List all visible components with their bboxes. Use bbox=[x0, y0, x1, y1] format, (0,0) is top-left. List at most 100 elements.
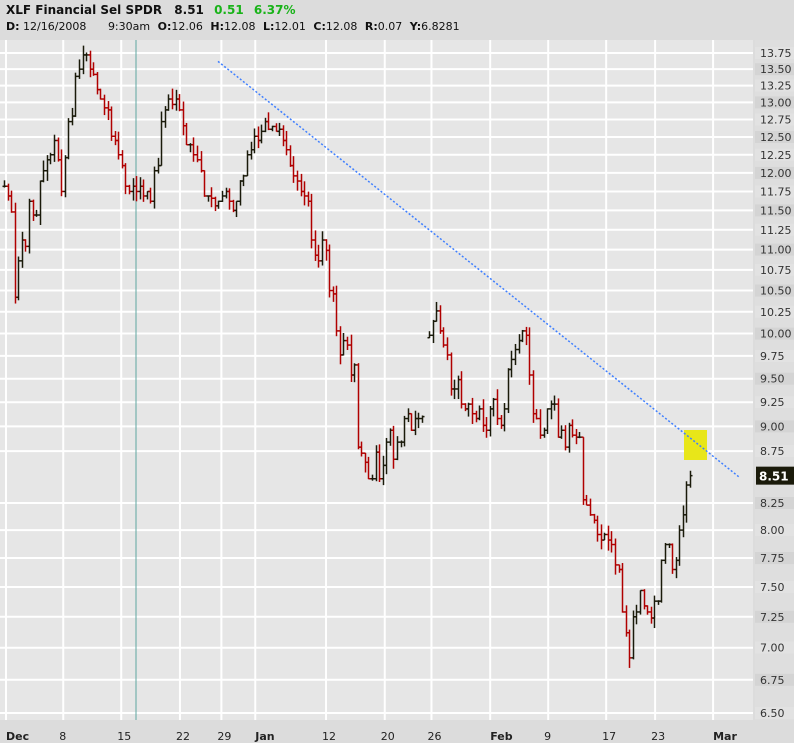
ohlc-bar bbox=[9, 190, 14, 213]
ohlc-bar bbox=[409, 412, 414, 432]
ohlc-bar bbox=[91, 62, 96, 76]
range-value: 0.07 bbox=[377, 20, 403, 33]
ohlc-bar bbox=[402, 415, 407, 447]
x-tick-label: 23 bbox=[651, 730, 665, 743]
ohlc-bar bbox=[427, 331, 432, 339]
y-tick-label: 7.75 bbox=[760, 552, 785, 565]
axis-stripe bbox=[755, 673, 794, 686]
y-tick-label: 8.00 bbox=[760, 524, 785, 537]
x-tick-label: Mar bbox=[713, 730, 737, 743]
ohlc-bar bbox=[377, 444, 382, 482]
axis-stripe bbox=[755, 327, 794, 340]
ohlc-bar bbox=[645, 605, 650, 615]
ohlc-bar bbox=[370, 474, 375, 481]
plot-area bbox=[0, 40, 753, 720]
y-tick-label: 9.50 bbox=[760, 373, 785, 386]
ohlc-bar bbox=[552, 395, 557, 411]
ohlc-bar bbox=[495, 389, 500, 426]
axis-stripe bbox=[755, 243, 794, 256]
ohlc-bar bbox=[652, 595, 657, 629]
axis-stripe bbox=[755, 113, 794, 126]
ohlc-bar bbox=[588, 498, 593, 516]
y-tick-label: 13.75 bbox=[760, 47, 792, 60]
ohlc-bar bbox=[209, 187, 214, 208]
ohlc-bar bbox=[302, 181, 307, 206]
ohlc-bar bbox=[570, 419, 575, 438]
y-tick-label: 10.50 bbox=[760, 285, 792, 298]
y-tick-label: 10.00 bbox=[760, 328, 792, 341]
ohlc-bar bbox=[441, 327, 446, 348]
y-tick-label: 8.25 bbox=[760, 497, 785, 510]
axis-stripe bbox=[755, 148, 794, 161]
ohlc-bar bbox=[345, 336, 350, 351]
ohlc-bar bbox=[334, 285, 339, 337]
y-value: 6.8281 bbox=[421, 20, 460, 33]
y-tick-label: 13.25 bbox=[760, 80, 792, 93]
axis-stripe bbox=[755, 305, 794, 318]
axis-stripe bbox=[755, 349, 794, 362]
ohlc-bar bbox=[577, 431, 582, 439]
ohlc-bar bbox=[320, 231, 325, 266]
y-tick-label: 12.50 bbox=[760, 131, 792, 144]
quote-line: XLF Financial Sel SPDR 8.51 0.51 6.37% bbox=[6, 3, 296, 17]
ohlc-bar bbox=[295, 170, 300, 191]
ohlc-bar bbox=[23, 239, 28, 252]
axis-stripe bbox=[755, 204, 794, 217]
ohlc-bar bbox=[98, 88, 103, 100]
y-tick-label: 6.75 bbox=[760, 674, 785, 687]
axis-stripe bbox=[755, 185, 794, 198]
ohlc-bar bbox=[359, 441, 364, 457]
ohlc-bar bbox=[341, 333, 346, 356]
ohlc-bar bbox=[584, 494, 589, 506]
ohlc-bar bbox=[109, 106, 114, 141]
ohlc-bar bbox=[513, 343, 518, 366]
y-tick-label: 13.00 bbox=[760, 96, 792, 109]
y-tick-label: 8.75 bbox=[760, 445, 785, 458]
ohlc-bar bbox=[177, 94, 182, 112]
ohlc-bar bbox=[191, 137, 196, 162]
open-label: O: bbox=[157, 20, 172, 33]
axis-stripe bbox=[755, 420, 794, 433]
ohlc-bar bbox=[166, 94, 171, 111]
last-price-tag-label: 8.51 bbox=[759, 470, 789, 484]
close-value: 12.08 bbox=[325, 20, 358, 33]
x-tick-label: 17 bbox=[602, 730, 616, 743]
ohlc-bar bbox=[677, 525, 682, 566]
x-tick-label: Dec bbox=[6, 730, 29, 743]
change-percent: 6.37% bbox=[253, 3, 296, 17]
ohlc-bar bbox=[545, 408, 550, 434]
ohlc-bar bbox=[66, 118, 71, 160]
ohlc-bar bbox=[195, 145, 200, 163]
change-value: 0.51 bbox=[214, 3, 244, 17]
range-label: R: bbox=[364, 20, 378, 33]
axis-stripe bbox=[755, 79, 794, 92]
ohlc-bar bbox=[216, 200, 221, 209]
ohlc-bar bbox=[366, 456, 371, 480]
axis-stripe bbox=[755, 63, 794, 76]
symbol-name: XLF Financial Sel SPDR bbox=[6, 3, 163, 17]
axis-stripe bbox=[755, 96, 794, 109]
x-tick-label: 9 bbox=[544, 730, 551, 743]
axis-stripe bbox=[755, 610, 794, 623]
ohlc-bar bbox=[48, 152, 53, 165]
ohlc-bar bbox=[620, 563, 625, 613]
ohlc-bar bbox=[538, 409, 543, 439]
axis-stripe bbox=[755, 524, 794, 537]
x-tick-label: Feb bbox=[490, 730, 513, 743]
axis-stripe bbox=[755, 130, 794, 143]
y-tick-label: 10.25 bbox=[760, 306, 792, 319]
ohlc-bar bbox=[527, 327, 532, 385]
axis-stripe bbox=[755, 445, 794, 458]
ohlc-bar bbox=[259, 124, 264, 144]
ohlc-bar bbox=[152, 166, 157, 209]
x-tick-label: 15 bbox=[117, 730, 131, 743]
ohlc-bar bbox=[563, 425, 568, 451]
y-tick-label: 11.00 bbox=[760, 244, 792, 257]
ohlc-bar bbox=[391, 425, 396, 469]
ohlc-bar bbox=[609, 531, 614, 553]
ohlc-bar bbox=[127, 184, 132, 195]
ohlc-bar bbox=[663, 542, 668, 564]
low-value: 12.01 bbox=[274, 20, 306, 33]
open-value: 12.06 bbox=[171, 20, 203, 33]
